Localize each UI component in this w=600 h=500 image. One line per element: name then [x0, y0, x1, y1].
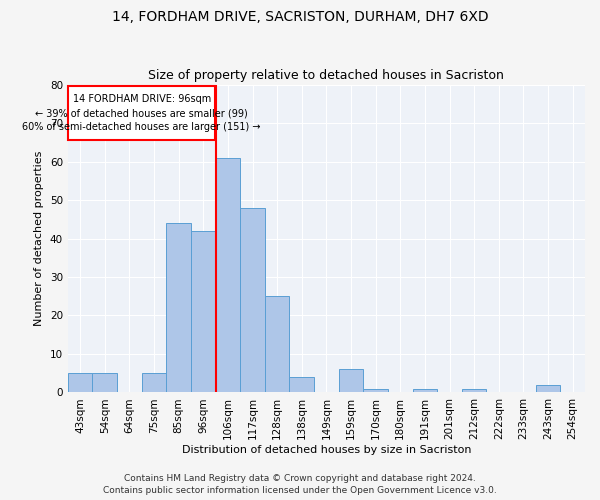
Text: 14 FORDHAM DRIVE: 96sqm
← 39% of detached houses are smaller (99)
60% of semi-de: 14 FORDHAM DRIVE: 96sqm ← 39% of detache…	[22, 94, 261, 132]
Title: Size of property relative to detached houses in Sacriston: Size of property relative to detached ho…	[148, 69, 505, 82]
Text: 14, FORDHAM DRIVE, SACRISTON, DURHAM, DH7 6XD: 14, FORDHAM DRIVE, SACRISTON, DURHAM, DH…	[112, 10, 488, 24]
Bar	[191, 231, 215, 392]
Bar	[413, 388, 437, 392]
Bar	[68, 86, 215, 141]
Y-axis label: Number of detached properties: Number of detached properties	[34, 151, 44, 326]
Bar	[536, 385, 560, 392]
Text: Contains HM Land Registry data © Crown copyright and database right 2024.
Contai: Contains HM Land Registry data © Crown c…	[103, 474, 497, 495]
Bar	[68, 373, 92, 392]
Bar	[240, 208, 265, 392]
Bar	[462, 388, 487, 392]
Bar	[166, 223, 191, 392]
Bar	[215, 158, 240, 392]
Bar	[142, 373, 166, 392]
Bar	[265, 296, 289, 392]
Bar	[339, 370, 364, 392]
Bar	[364, 388, 388, 392]
Bar	[289, 377, 314, 392]
Bar	[92, 373, 117, 392]
X-axis label: Distribution of detached houses by size in Sacriston: Distribution of detached houses by size …	[182, 445, 471, 455]
